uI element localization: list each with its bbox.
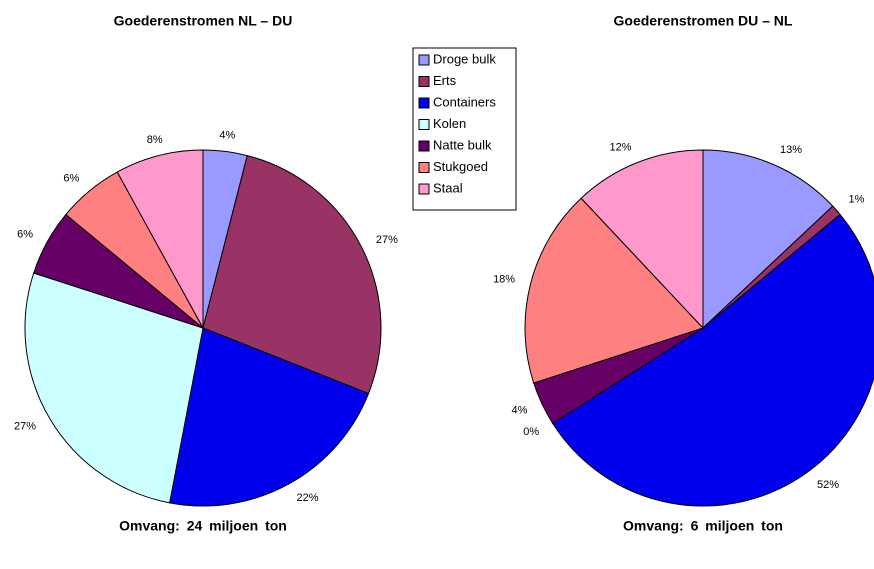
- legend-label: Droge bulk: [433, 51, 496, 66]
- pie-slice: [702, 149, 834, 330]
- legend-swatch: [418, 54, 430, 66]
- value-label: 4%: [219, 129, 235, 141]
- chart-note: Omvang: 24 miljoen ton: [119, 518, 287, 534]
- pie-slice: [116, 149, 204, 329]
- value-label: 22%: [296, 492, 318, 504]
- value-label: 6%: [63, 172, 79, 184]
- legend-label: Kolen: [433, 116, 466, 131]
- legend-swatch: [418, 140, 430, 152]
- value-label: 27%: [376, 234, 398, 246]
- legend-swatch: [418, 76, 430, 87]
- value-label: 6%: [17, 228, 33, 240]
- value-label: 27%: [14, 421, 36, 433]
- pie-slice: [169, 327, 370, 507]
- pie-slice: [524, 197, 704, 384]
- chart-title: Goederenstromen DU – NL: [614, 13, 793, 29]
- value-label: 0%: [523, 426, 539, 438]
- chart-note: Omvang: 6 miljoen ton: [623, 518, 783, 534]
- pie-slice: [552, 213, 874, 507]
- pie-slice: [24, 272, 204, 504]
- value-label: 4%: [512, 405, 528, 417]
- pie-slice: [202, 154, 382, 395]
- legend-swatch: [418, 183, 430, 195]
- pie-slice: [580, 149, 704, 330]
- legend-label: Staal: [433, 180, 463, 195]
- value-label: 1%: [849, 194, 865, 206]
- legend-swatch: [418, 119, 430, 130]
- value-label: 8%: [147, 134, 163, 146]
- legend-swatch: [418, 97, 430, 109]
- value-label: 13%: [780, 144, 802, 156]
- value-label: 18%: [493, 274, 515, 286]
- legend-swatch: [418, 162, 430, 173]
- legend-label: Natte bulk: [433, 137, 492, 152]
- value-label: 52%: [817, 479, 839, 491]
- legend-label: Stukgoed: [433, 159, 488, 174]
- chart-title: Goederenstromen NL – DU: [114, 13, 293, 29]
- value-label: 12%: [610, 142, 632, 154]
- legend-box: [412, 47, 517, 211]
- legend-label: Containers: [433, 94, 496, 109]
- legend-label: Erts: [433, 73, 457, 88]
